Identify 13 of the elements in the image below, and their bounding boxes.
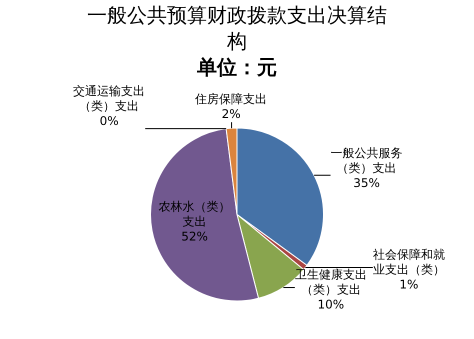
data-label: 1% [399,277,418,292]
category-label: 交通运输支出（类）支出 [73,84,146,113]
slice-label: 一般公共服务（类）支出 [330,146,403,175]
chart-subtitle: 单位：元 [196,54,278,80]
chart-title: 一般公共预算财政拨款支出决算结构 [86,2,388,54]
data-label: 35% [353,176,380,190]
slice-label: 住房保障支出 [194,92,268,106]
data-label: 10% [318,297,344,312]
slice-label: 社会保障和就业支出（类） [372,247,445,276]
data-label: 52% [181,230,208,244]
data-label: 2% [222,106,241,121]
text: 0% [100,114,119,128]
slice-label: 农林水（类）支出 [158,200,231,229]
